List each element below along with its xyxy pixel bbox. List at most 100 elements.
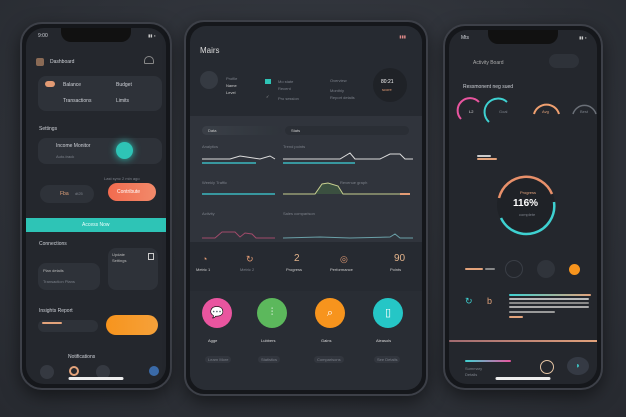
lock-icon[interactable]: b bbox=[487, 296, 493, 306]
left-phone: 9:00 ▮▮ ◖ Dashboard Balance Budget Trans… bbox=[20, 22, 172, 390]
progress-bar bbox=[465, 268, 483, 270]
feature-title: Gains bbox=[321, 338, 332, 343]
middle-line: Mo state bbox=[278, 79, 294, 84]
feature-button[interactable]: Comparisons bbox=[314, 356, 344, 363]
profile-line: Level bbox=[226, 90, 236, 95]
plan-label: Plan details bbox=[43, 268, 64, 273]
legend-bar bbox=[477, 158, 497, 160]
right-phone-screen: Mts ▮▮ ◖ Activity Board Ressmonent neg s… bbox=[449, 30, 597, 384]
summary-card[interactable]: Balance Budget Transactions Limits bbox=[38, 76, 162, 111]
chart-line-5 bbox=[282, 233, 413, 239]
left-phone-screen: 9:00 ▮▮ ◖ Dashboard Balance Budget Trans… bbox=[26, 28, 166, 384]
feature-button[interactable]: Statistics bbox=[258, 356, 281, 363]
refresh-icon[interactable]: ↻ bbox=[465, 296, 473, 306]
gauge-teal-arc bbox=[499, 201, 556, 236]
score-badge: 80:21 score bbox=[373, 68, 407, 102]
transactions-label: Transactions bbox=[63, 98, 92, 104]
record-button[interactable] bbox=[540, 360, 554, 374]
plan-sub: Transaction Plans bbox=[43, 279, 75, 284]
footer-sub: Details bbox=[465, 372, 478, 377]
plan-card[interactable]: Plan details Transaction Plans bbox=[38, 263, 100, 290]
orange-action-button[interactable] bbox=[106, 315, 158, 335]
notch bbox=[61, 28, 131, 42]
stat-value: 90 bbox=[394, 253, 406, 264]
status-time: 9:00 bbox=[38, 33, 48, 39]
legend-bar bbox=[477, 155, 491, 157]
status-time: Mts bbox=[461, 35, 470, 41]
stat-value: 2 bbox=[294, 253, 300, 264]
contribute-button[interactable]: Contribute bbox=[108, 183, 156, 201]
update-card[interactable]: Update Settings bbox=[108, 248, 158, 290]
connections-title: Connections bbox=[39, 241, 67, 247]
stats-row: ◔ Metric 1 ↻ Metric 2 2 Progress ◎ Perfo… bbox=[190, 253, 422, 284]
chart-label: Weekly Traffic bbox=[202, 180, 227, 185]
gauge-arc-1 bbox=[456, 97, 480, 120]
battery-icon: ▮▮ ◖ bbox=[579, 35, 587, 40]
toggle-card[interactable]: Income Monitor Auto-track bbox=[38, 138, 162, 164]
status-dot[interactable] bbox=[569, 264, 580, 275]
tab-stats[interactable]: Stats bbox=[285, 126, 409, 135]
data-bar bbox=[509, 294, 591, 296]
data-bar bbox=[509, 302, 589, 304]
feature-button[interactable]: Learn More bbox=[205, 356, 232, 363]
right-phone: Mts ▮▮ ◖ Activity Board Ressmonent neg s… bbox=[443, 24, 603, 390]
stat-label: Progress bbox=[286, 267, 303, 272]
value-chip[interactable]: Fba dt25 bbox=[40, 185, 94, 203]
sync-caption: Last sync 2 min ago bbox=[104, 176, 140, 181]
banner-label: Access Now bbox=[82, 222, 110, 228]
access-banner-button[interactable]: Access Now bbox=[26, 218, 166, 232]
feature-title: Agge bbox=[208, 338, 218, 343]
nav-profile-icon[interactable] bbox=[69, 366, 79, 376]
tablet-title: Mairs bbox=[200, 46, 220, 55]
header-title: Dashboard bbox=[50, 59, 75, 65]
notch bbox=[488, 30, 558, 44]
line-charts bbox=[202, 152, 413, 239]
toggle-circle[interactable] bbox=[537, 260, 555, 278]
document-icon: ▯ bbox=[373, 298, 403, 328]
footer-bar bbox=[465, 360, 511, 362]
profile-avatar[interactable] bbox=[200, 71, 218, 89]
feature-title: Lubbers bbox=[261, 338, 276, 343]
stat-label: Metric 2 bbox=[240, 267, 255, 272]
update-label: Update bbox=[112, 252, 125, 257]
footer-label: Summary bbox=[465, 366, 483, 371]
chip-unit: dt25 bbox=[75, 191, 83, 196]
insights-slider[interactable] bbox=[38, 320, 98, 332]
data-bar bbox=[509, 316, 523, 318]
stat-label: Metric 1 bbox=[196, 267, 211, 272]
tab-data[interactable]: Data bbox=[202, 126, 282, 135]
feature-button[interactable]: See Details bbox=[374, 356, 401, 363]
tab-label: Stats bbox=[291, 128, 301, 133]
data-bar bbox=[509, 298, 589, 300]
nav-chart-icon[interactable] bbox=[96, 365, 110, 379]
data-bar bbox=[509, 311, 555, 313]
gauge-title: Progress bbox=[520, 190, 537, 195]
chat-icon: 💬 bbox=[202, 298, 232, 328]
mini-gauges bbox=[456, 97, 597, 123]
slider-fill bbox=[42, 322, 62, 324]
status-icons: ▮▮▮ bbox=[399, 34, 406, 39]
balance-label: Balance bbox=[63, 82, 82, 88]
gauge-sub: complete bbox=[519, 212, 536, 217]
header-action-button[interactable] bbox=[549, 54, 579, 68]
gauge-label: Avg bbox=[542, 109, 549, 114]
stat-label: Points bbox=[390, 267, 402, 272]
badge-sub: score bbox=[382, 87, 392, 92]
nav-home-icon[interactable] bbox=[40, 365, 54, 379]
profile-line: Profile bbox=[226, 76, 238, 81]
gauge-arc-3 bbox=[533, 103, 560, 115]
nav-globe-icon[interactable] bbox=[149, 366, 159, 376]
share-icon[interactable]: ◗ bbox=[567, 357, 589, 375]
status-indicator-icon bbox=[265, 79, 271, 84]
data-bar bbox=[509, 306, 589, 308]
gauge-arc-4 bbox=[572, 104, 597, 115]
contribute-label: Contribute bbox=[117, 189, 141, 195]
overview-line: Overview bbox=[330, 78, 347, 83]
tablet-screen: Mairs ▮▮▮ Profile Name Level Mo state Re… bbox=[190, 26, 422, 390]
toggle-knob[interactable] bbox=[116, 142, 133, 159]
app-logo-icon bbox=[36, 58, 44, 66]
user-icon[interactable] bbox=[144, 56, 154, 64]
stat-label: Performance bbox=[330, 267, 353, 272]
toggle-circle[interactable] bbox=[505, 260, 523, 278]
battery-icon: ▮▮ ◖ bbox=[148, 33, 156, 38]
